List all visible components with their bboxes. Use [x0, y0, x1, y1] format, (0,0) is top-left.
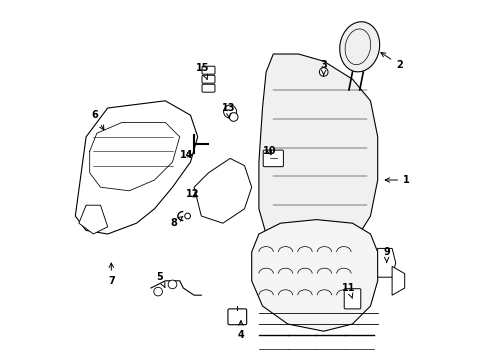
Polygon shape	[194, 158, 251, 223]
Text: 9: 9	[383, 247, 389, 262]
Text: 7: 7	[108, 263, 115, 286]
FancyBboxPatch shape	[263, 150, 283, 167]
Text: 3: 3	[320, 60, 326, 75]
Circle shape	[168, 280, 177, 289]
Text: 1: 1	[385, 175, 409, 185]
FancyBboxPatch shape	[202, 66, 215, 74]
Text: 14: 14	[180, 150, 193, 160]
Polygon shape	[251, 220, 377, 331]
FancyBboxPatch shape	[202, 75, 215, 83]
Text: 12: 12	[185, 189, 199, 199]
FancyBboxPatch shape	[202, 84, 215, 92]
Circle shape	[319, 68, 327, 76]
Polygon shape	[258, 54, 377, 263]
Ellipse shape	[339, 22, 379, 72]
FancyBboxPatch shape	[344, 289, 360, 309]
Text: 2: 2	[380, 53, 402, 70]
Polygon shape	[391, 266, 404, 295]
Text: 11: 11	[342, 283, 355, 298]
Circle shape	[223, 105, 236, 118]
Text: 4: 4	[237, 321, 244, 340]
Text: 8: 8	[170, 216, 183, 228]
Polygon shape	[75, 101, 197, 234]
Circle shape	[153, 287, 162, 296]
Text: 6: 6	[92, 110, 103, 130]
Text: 10: 10	[263, 146, 276, 156]
Polygon shape	[377, 248, 395, 277]
Text: 5: 5	[156, 272, 165, 288]
Circle shape	[229, 113, 238, 121]
Polygon shape	[79, 205, 107, 234]
FancyBboxPatch shape	[227, 309, 246, 325]
Circle shape	[184, 213, 190, 219]
Text: 13: 13	[221, 103, 235, 118]
Text: 15: 15	[196, 63, 209, 79]
